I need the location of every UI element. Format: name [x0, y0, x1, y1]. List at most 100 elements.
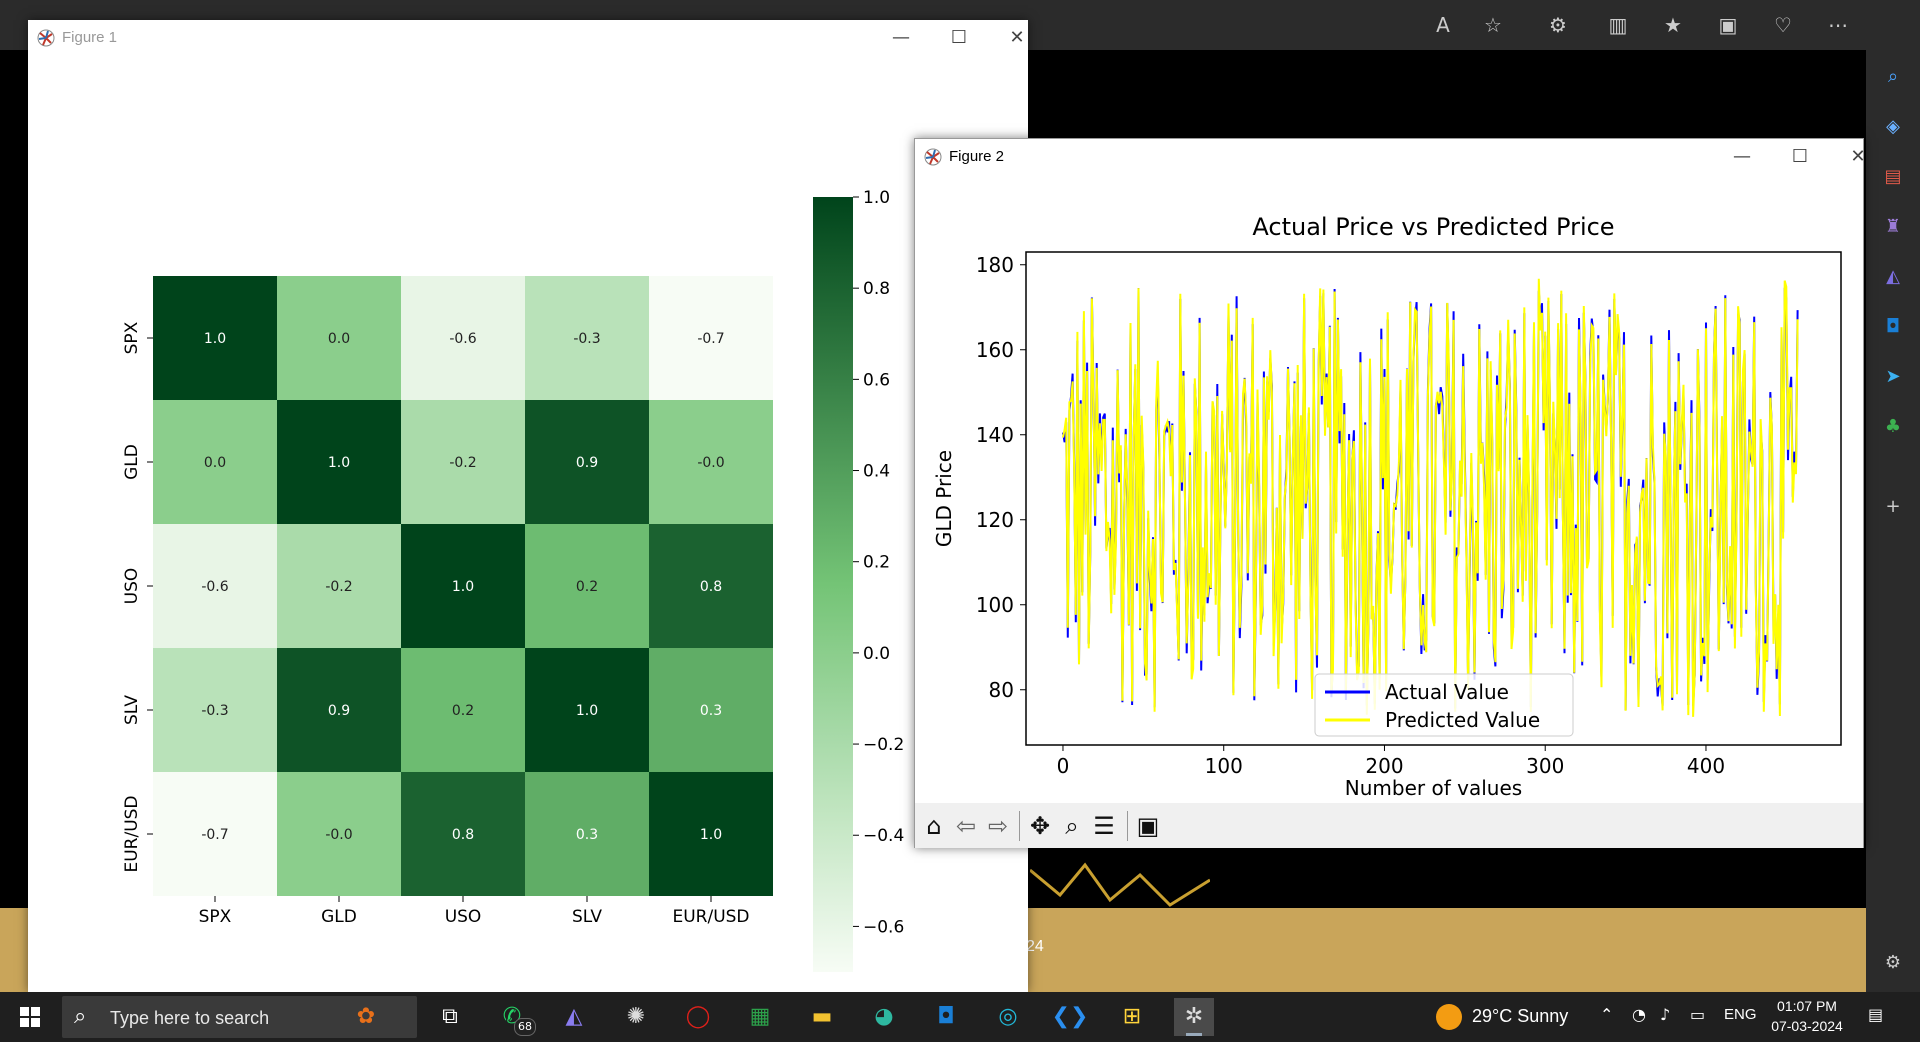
battery-icon[interactable]: ▭: [1690, 1005, 1706, 1024]
app-icon[interactable]: ◎: [998, 1004, 1018, 1029]
file-explorer-icon[interactable]: ▬: [811, 1004, 833, 1029]
taskbar-search[interactable]: ⌕ Type here to search: [62, 996, 417, 1038]
matplotlib-taskbar-icon[interactable]: ✲: [1174, 998, 1214, 1036]
vscode-icon[interactable]: ❮❯: [1051, 1004, 1089, 1029]
heatmap-value-label: 0.3: [576, 827, 598, 843]
health-icon[interactable]: ♡: [1774, 13, 1792, 37]
y-tick-label: SPX: [122, 321, 142, 354]
task-view-icon[interactable]: ⧉: [442, 1004, 458, 1029]
figure-2-window: Figure 2 — ☐ ✕ Actual Price vs Predicted…: [914, 138, 1866, 848]
y-tick-label: 140: [976, 423, 1014, 447]
clock[interactable]: 01:07 PM 07-03-2024: [1770, 996, 1844, 1036]
y-tick-label: 160: [976, 338, 1014, 362]
python-icon[interactable]: ⊞: [1122, 1004, 1142, 1029]
window-title: Figure 1: [62, 29, 118, 46]
whatsapp-badge: 68: [514, 1018, 536, 1036]
y-axis-label: GLD Price: [932, 450, 956, 547]
maximize-button[interactable]: ☐: [950, 27, 968, 48]
colorbar-tick-label: −0.6: [863, 917, 904, 937]
minimize-button[interactable]: —: [892, 27, 910, 48]
forward-icon[interactable]: ⇨: [987, 812, 1009, 840]
more-menu-icon[interactable]: ⋯: [1828, 13, 1848, 37]
heatmap-value-label: 0.9: [328, 703, 350, 719]
browser-sidebar: ⌕ ◈ ▤ ♜ ◭ ◘ ➤ ♣ + ⚙: [1866, 0, 1920, 992]
whatsapp-icon[interactable]: ✆ 68: [492, 998, 536, 1036]
collections-icon[interactable]: ▣: [1718, 13, 1738, 37]
heatmap-value-label: -0.0: [697, 455, 724, 471]
close-button[interactable]: ✕: [1009, 27, 1025, 48]
extensions-icon[interactable]: ⚙: [1549, 13, 1567, 37]
actual-vs-predicted-chart: Actual Price vs Predicted Price Number of…: [932, 213, 1842, 800]
outlook-icon[interactable]: ◘: [937, 1004, 955, 1029]
active-indicator: [1186, 1033, 1202, 1036]
heatmap-value-label: 0.8: [452, 827, 474, 843]
weather-widget[interactable]: 29°C Sunny: [1436, 1004, 1568, 1030]
legend-label: Actual Value: [1385, 680, 1509, 704]
pan-icon[interactable]: ✥: [1029, 812, 1051, 840]
heatmap-value-label: -0.3: [573, 331, 600, 347]
split-screen-icon[interactable]: ▥: [1608, 13, 1628, 37]
x-tick-label: 0: [1057, 754, 1070, 778]
figure-2-titlebar[interactable]: Figure 2 — ☐ ✕: [915, 139, 1866, 175]
heatmap-cell: [401, 772, 525, 896]
sidebar-add-icon[interactable]: +: [1885, 496, 1901, 517]
heatmap-value-label: -0.7: [697, 331, 724, 347]
sidebar-games-icon[interactable]: ♜: [1884, 216, 1902, 237]
configure-icon[interactable]: ☰: [1093, 812, 1115, 840]
figure-1-window: Figure 1 — ☐ ✕ 1.0 0.0 -0.6 -0.3 -0.7 0.0 1.0 -…: [28, 20, 1028, 992]
heatmap-value-label: -0.6: [201, 579, 228, 595]
zoom-icon[interactable]: ⌕: [1065, 812, 1079, 840]
matplotlib-icon: [37, 29, 55, 47]
sidebar-copilot-icon[interactable]: ◭: [1886, 266, 1900, 287]
tray-overflow-icon[interactable]: ⌃: [1600, 1005, 1614, 1024]
language-indicator[interactable]: ENG: [1724, 1006, 1757, 1023]
read-aloud-icon[interactable]: A: [1436, 13, 1450, 37]
heatmap-value-label: -0.3: [201, 703, 228, 719]
clock-time: 01:07 PM: [1777, 998, 1837, 1014]
heatmap-cell: [153, 400, 277, 524]
y-tick-label: 180: [976, 253, 1014, 277]
maximize-button[interactable]: ☐: [1791, 146, 1809, 167]
sidebar-outlook-icon[interactable]: ◘: [1885, 316, 1901, 337]
heatmap-cell: [153, 524, 277, 648]
colorbar-tick-label: 0.6: [863, 370, 890, 390]
minimize-button[interactable]: —: [1733, 146, 1751, 167]
sidebar-settings-icon[interactable]: ⚙: [1884, 952, 1902, 973]
heatmap-cell: [153, 276, 277, 400]
search-placeholder: Type here to search: [110, 1008, 270, 1028]
wifi-icon[interactable]: ◔: [1632, 1005, 1646, 1024]
sidebar-tools-icon[interactable]: ▤: [1884, 166, 1902, 187]
chatgpt-icon[interactable]: ✺: [626, 1004, 646, 1029]
save-icon[interactable]: ▣: [1136, 812, 1160, 840]
heatmap-value-label: 0.3: [700, 703, 722, 719]
edge-icon[interactable]: ◕: [874, 1004, 894, 1029]
windows-start-icon[interactable]: [10, 1000, 50, 1034]
home-icon[interactable]: ⌂: [926, 812, 942, 840]
heatmap-cell: [277, 648, 401, 772]
taskbar: ⌕ Type here to search ✿ ⧉ ✆ 68 ◭ ✺ ◯ ▦ ▬…: [0, 992, 1920, 1042]
favorite-star-icon[interactable]: ☆: [1484, 13, 1502, 37]
sidebar-search-icon[interactable]: ⌕: [1887, 66, 1899, 87]
banner-text: 24: [1026, 938, 1044, 955]
favorites-icon[interactable]: ★: [1664, 13, 1682, 37]
volume-icon[interactable]: ♪: [1660, 1005, 1671, 1024]
opera-icon[interactable]: ◯: [685, 1004, 711, 1029]
copilot-taskbar-icon[interactable]: ◭: [565, 1004, 583, 1029]
search-highlight-icon[interactable]: ✿: [356, 1004, 376, 1029]
sidebar-shopping-icon[interactable]: ◈: [1886, 116, 1900, 137]
sidebar-send-icon[interactable]: ➤: [1885, 366, 1901, 387]
heatmap-cell: [525, 524, 649, 648]
heatmap-value-label: 1.0: [328, 455, 350, 471]
sidebar-tree-icon[interactable]: ♣: [1884, 416, 1902, 437]
back-icon[interactable]: ⇦: [955, 812, 977, 840]
y-tick-label: 100: [976, 593, 1014, 617]
heatmap-cell: [401, 524, 525, 648]
notifications-icon[interactable]: ▤: [1868, 1005, 1884, 1024]
colorbar-tick-label: 1.0: [863, 188, 890, 208]
heatmap-value-label: -0.2: [449, 455, 476, 471]
colorbar: [813, 197, 853, 972]
classroom-icon[interactable]: ▦: [749, 1004, 771, 1029]
close-button[interactable]: ✕: [1850, 146, 1866, 167]
figure-1-titlebar[interactable]: Figure 1 — ☐ ✕: [28, 20, 1028, 56]
heatmap-value-label: -0.6: [449, 331, 476, 347]
